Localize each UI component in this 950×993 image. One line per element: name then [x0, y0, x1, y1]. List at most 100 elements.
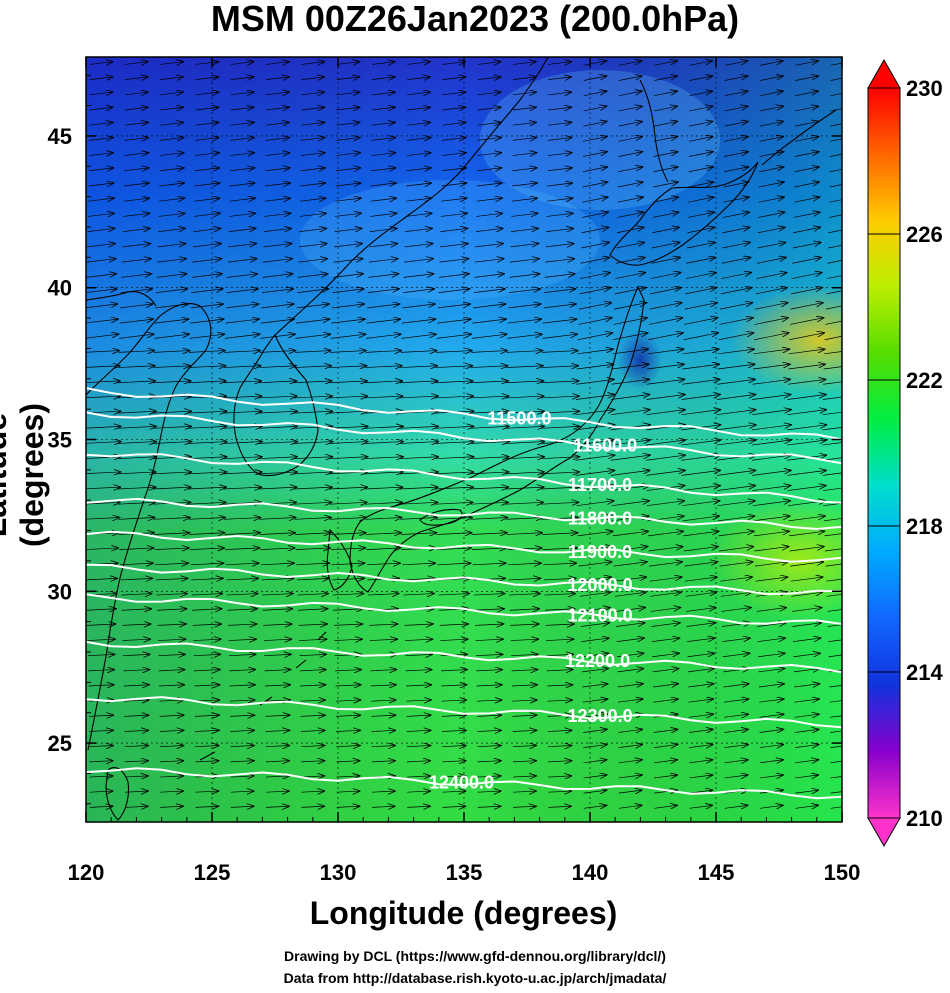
wind-arrow	[477, 746, 501, 747]
wind-arrow	[787, 486, 826, 491]
wind-arrow	[787, 395, 826, 400]
wind-arrow	[512, 153, 537, 156]
wind-arrow	[471, 334, 507, 339]
wind-arrow	[647, 531, 683, 537]
wind-arrow	[724, 106, 748, 112]
wind-arrow	[618, 760, 642, 763]
wind-arrow	[548, 77, 571, 80]
wind-arrow	[434, 426, 473, 428]
x-tick-label: 130	[320, 860, 357, 885]
wind-arrow	[581, 212, 608, 218]
wind-arrow	[548, 791, 571, 792]
wind-arrow	[330, 334, 366, 339]
wind-arrow	[475, 244, 503, 247]
wind-arrow	[754, 333, 789, 341]
contour-label: 11600.0	[573, 436, 637, 456]
contour-label: 12200.0	[565, 651, 630, 671]
wind-arrow	[470, 366, 508, 368]
wind-arrow	[159, 153, 184, 156]
wind-arrow	[650, 273, 681, 279]
wind-arrow	[583, 790, 607, 793]
wind-arrow	[582, 714, 607, 717]
wind-arrow	[265, 761, 289, 762]
wind-arrow	[195, 62, 219, 65]
wind-arrow	[89, 806, 113, 807]
wind-arrow	[435, 366, 473, 368]
wind-arrow	[758, 212, 784, 218]
wind-arrow	[548, 761, 571, 762]
wind-arrow	[442, 806, 466, 807]
wind-arrow	[474, 274, 504, 278]
wind-arrow	[689, 760, 712, 763]
wind-arrow	[119, 563, 153, 565]
wind-arrow	[548, 776, 571, 777]
wind-arrow	[477, 776, 501, 777]
wind-arrow	[541, 502, 578, 504]
wind-arrow	[89, 746, 112, 747]
wind-arrow	[475, 228, 503, 231]
wind-arrow	[89, 107, 113, 110]
wind-arrow	[153, 351, 190, 353]
wind-arrow	[369, 228, 397, 231]
wind-arrow	[370, 183, 396, 186]
wind-arrow	[399, 502, 437, 504]
wind-arrow	[681, 470, 721, 476]
wind-arrow	[617, 182, 643, 188]
wind-arrow	[226, 594, 258, 596]
wind-arrow	[791, 608, 821, 612]
wind-arrow	[230, 77, 254, 80]
wind-arrow	[757, 623, 785, 627]
wind-arrow	[334, 639, 361, 640]
wind-arrow	[158, 228, 185, 231]
wind-arrow	[687, 653, 715, 656]
wind-arrow	[652, 684, 678, 687]
wind-arrow	[618, 790, 642, 793]
x-tick-label: 140	[572, 860, 609, 885]
wind-arrow	[296, 578, 329, 580]
wind-arrow	[577, 531, 612, 537]
wind-arrow	[191, 289, 222, 293]
wind-arrow	[689, 76, 713, 81]
wind-arrow	[404, 244, 433, 247]
wind-arrow	[752, 379, 791, 385]
wind-arrow	[752, 470, 791, 476]
wind-arrow	[399, 411, 438, 413]
wind-arrow	[122, 639, 150, 640]
wind-arrow	[825, 320, 842, 325]
wind-arrow	[654, 76, 677, 81]
wind-arrow	[581, 227, 609, 234]
wind-arrow	[229, 198, 255, 201]
wind-arrow	[442, 730, 466, 731]
wind-arrow	[577, 333, 613, 341]
wind-arrow	[823, 366, 842, 370]
wind-arrow	[117, 381, 156, 383]
wind-arrow	[87, 228, 115, 231]
wind-arrow	[612, 349, 648, 355]
wind-arrow	[156, 289, 187, 293]
wind-arrow	[612, 333, 648, 341]
wind-arrow	[222, 442, 262, 444]
wind-arrow	[441, 715, 466, 716]
wind-arrow	[124, 153, 148, 156]
wind-arrow	[371, 92, 395, 95]
wind-arrow	[830, 730, 842, 733]
wind-arrow	[651, 242, 680, 249]
wind-arrow	[475, 654, 503, 655]
wind-arrow	[647, 349, 684, 355]
wind-arrow	[618, 76, 642, 81]
wind-arrow	[262, 594, 293, 596]
wind-arrow	[296, 319, 329, 324]
wind-arrow	[403, 594, 434, 596]
wind-arrow	[652, 669, 679, 672]
wind-arrow	[153, 366, 190, 368]
wind-arrow	[294, 518, 331, 520]
wind-arrow	[792, 258, 821, 264]
wind-arrow	[544, 274, 575, 278]
wind-arrow	[545, 244, 574, 247]
wind-arrow	[505, 502, 543, 504]
wind-arrow	[123, 685, 149, 686]
wind-arrow	[578, 562, 612, 567]
wind-arrow	[546, 670, 573, 671]
wind-arrow	[263, 244, 292, 247]
wind-arrow	[370, 685, 396, 686]
